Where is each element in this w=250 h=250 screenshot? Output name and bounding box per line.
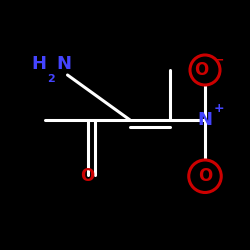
Text: 2: 2 xyxy=(48,74,55,84)
Text: N: N xyxy=(198,111,212,129)
Circle shape xyxy=(190,162,220,191)
Text: +: + xyxy=(214,102,224,115)
Text: −: − xyxy=(214,54,224,66)
Text: H: H xyxy=(31,55,46,73)
Text: N: N xyxy=(56,55,71,73)
Text: O: O xyxy=(80,167,94,185)
Text: O: O xyxy=(194,61,208,79)
Circle shape xyxy=(192,56,218,84)
Text: O: O xyxy=(198,167,212,185)
